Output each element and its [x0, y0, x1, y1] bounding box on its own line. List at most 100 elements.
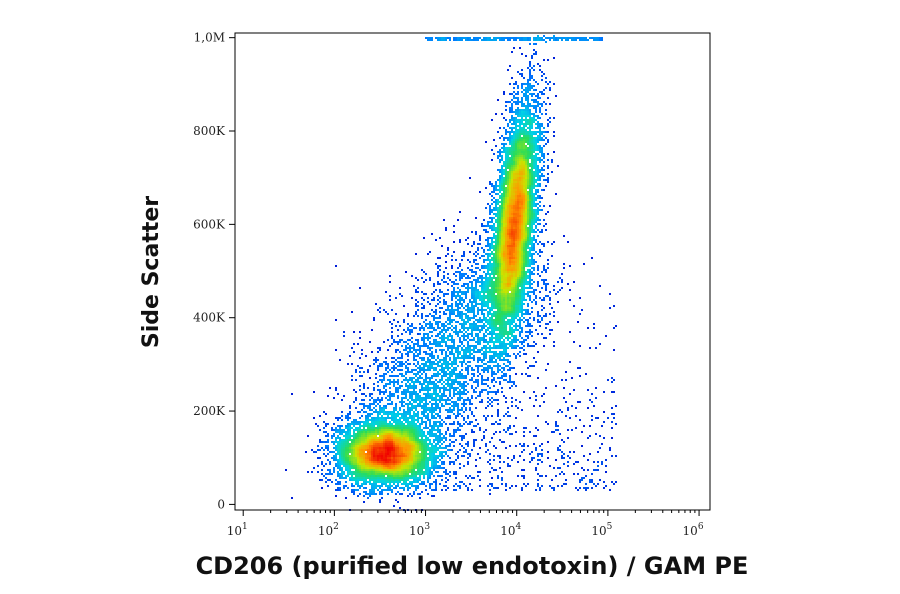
density-dot — [535, 105, 537, 107]
density-dot — [511, 319, 513, 321]
density-dot — [529, 181, 531, 183]
density-dot — [467, 307, 469, 309]
density-dot — [527, 143, 529, 145]
density-dot — [547, 159, 549, 161]
density-dot — [473, 357, 475, 359]
density-dot — [587, 327, 589, 329]
density-dot — [495, 373, 497, 375]
density-dot — [453, 357, 455, 359]
density-dot — [529, 273, 531, 275]
density-dot — [445, 375, 447, 377]
density-dot — [511, 307, 513, 309]
density-dot — [505, 275, 507, 277]
density-dot — [475, 345, 477, 347]
density-dot — [513, 299, 515, 301]
density-dot — [479, 303, 481, 305]
density-dot — [545, 131, 547, 133]
density-dot — [499, 309, 501, 311]
density-dot — [483, 313, 485, 315]
density-dot — [385, 389, 387, 391]
density-dot — [459, 399, 461, 401]
density-dot — [537, 281, 539, 283]
density-dot — [489, 387, 491, 389]
density-dot — [577, 401, 579, 403]
density-dot — [465, 239, 467, 241]
density-dot — [435, 407, 437, 409]
density-dot — [511, 329, 513, 331]
density-dot — [513, 203, 515, 205]
density-dot — [521, 311, 523, 313]
density-dot — [535, 173, 537, 175]
density-dot — [479, 339, 481, 341]
density-dot — [425, 393, 427, 395]
density-dot — [553, 341, 555, 343]
density-dot — [531, 237, 533, 239]
density-dot — [521, 239, 523, 241]
density-dot — [353, 351, 355, 353]
density-dot — [535, 43, 537, 45]
density-dot — [501, 285, 503, 287]
density-dot — [503, 245, 505, 247]
density-dot — [515, 177, 517, 179]
density-dot — [445, 313, 447, 315]
density-dot — [513, 133, 515, 135]
density-dot — [507, 297, 509, 299]
density-dot — [411, 387, 413, 389]
density-dot — [491, 315, 493, 317]
density-dot — [427, 335, 429, 337]
density-dot — [535, 137, 537, 139]
density-dot — [471, 373, 473, 375]
density-dot — [501, 201, 503, 203]
density-dot — [457, 39, 459, 41]
density-dot — [485, 265, 487, 267]
density-dot — [499, 261, 501, 263]
density-dot — [473, 301, 475, 303]
density-dot — [479, 237, 481, 239]
density-dot — [533, 93, 535, 95]
density-dot — [529, 177, 531, 179]
density-dot — [503, 205, 505, 207]
density-dot — [471, 367, 473, 369]
density-dot — [511, 281, 513, 283]
density-dot — [515, 121, 517, 123]
density-dot — [529, 235, 531, 237]
density-dot — [505, 239, 507, 241]
density-dot — [499, 313, 501, 315]
density-dot — [535, 165, 537, 167]
density-dot — [481, 299, 483, 301]
density-dot — [429, 251, 431, 253]
density-dot — [505, 379, 507, 381]
density-dot — [481, 39, 483, 41]
density-dot — [549, 321, 551, 323]
density-dot — [451, 369, 453, 371]
density-dot — [423, 381, 425, 383]
density-dot — [491, 229, 493, 231]
density-dot — [423, 379, 425, 381]
density-dot — [361, 403, 363, 405]
density-dot — [467, 277, 469, 279]
density-dot — [515, 273, 517, 275]
density-dot — [401, 365, 403, 367]
density-dot — [467, 319, 469, 321]
density-dot — [419, 383, 421, 385]
density-dot — [519, 199, 521, 201]
density-dot — [469, 401, 471, 403]
density-dot — [469, 309, 471, 311]
density-dot — [455, 303, 457, 305]
density-dot — [471, 269, 473, 271]
density-dot — [503, 321, 505, 323]
density-dot — [519, 135, 521, 137]
density-dot — [527, 87, 529, 89]
density-dot — [435, 351, 437, 353]
density-dot — [503, 203, 505, 205]
density-dot — [429, 365, 431, 367]
density-dot — [499, 295, 501, 297]
density-dot — [429, 361, 431, 363]
density-dot — [499, 247, 501, 249]
density-dot — [431, 353, 433, 355]
density-dot — [403, 341, 405, 343]
density-dot — [459, 373, 461, 375]
density-dot — [521, 283, 523, 285]
density-dot — [539, 195, 541, 197]
density-dot — [469, 307, 471, 309]
